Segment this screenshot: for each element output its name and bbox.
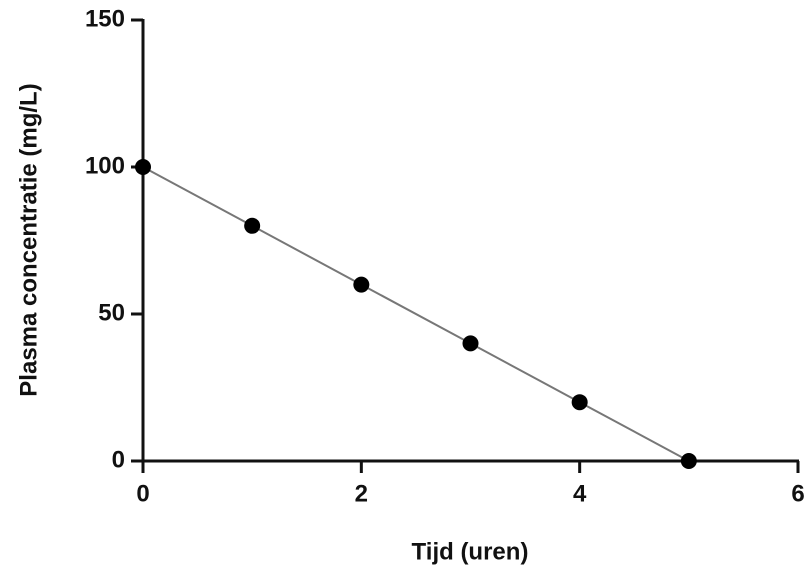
x-axis-label: Tijd (uren) xyxy=(412,538,529,565)
point xyxy=(135,159,151,175)
x-tick-label: 2 xyxy=(355,480,368,507)
point xyxy=(680,453,697,469)
point xyxy=(353,276,370,293)
y-tick-label: 50 xyxy=(98,299,125,326)
x-tick-label: 4 xyxy=(573,480,587,507)
y-tick-label: 150 xyxy=(85,5,125,32)
point xyxy=(571,394,588,411)
y-tick-label: 0 xyxy=(112,446,125,473)
x-tick-label: 6 xyxy=(791,480,804,507)
y-axis-label: Plasma concentratie (mg/L) xyxy=(15,83,42,396)
x-tick-label: 0 xyxy=(136,480,149,507)
point xyxy=(462,335,479,352)
line xyxy=(142,166,690,462)
point xyxy=(244,217,261,234)
y-tick-label: 100 xyxy=(85,152,125,179)
